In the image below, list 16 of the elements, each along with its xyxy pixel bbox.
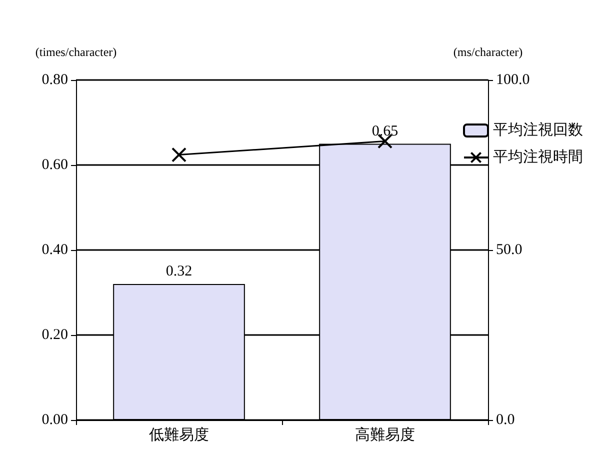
legend-label: 平均注視時間 <box>493 148 583 166</box>
data-label: 0.65 <box>372 123 398 140</box>
y2-tick-label: 100.0 <box>496 72 530 88</box>
y-tick-label: 0.20 <box>42 327 68 343</box>
data-label: 0.32 <box>166 264 192 280</box>
y-tick-label: 0.00 <box>42 412 68 428</box>
y-tick-label: 0.80 <box>42 72 68 88</box>
y-tick-label: 0.40 <box>42 242 68 258</box>
y-axis-title: (times/character) <box>35 45 117 59</box>
y-tick-label: 0.60 <box>42 157 68 173</box>
legend-label: 平均注視回数 <box>493 122 583 138</box>
y2-tick-label: 0.0 <box>496 412 515 428</box>
y2-axis-title: (ms/character) <box>453 45 523 59</box>
x-tick-label: 高難易度 <box>355 426 415 444</box>
x-tick-label: 低難易度 <box>149 426 209 444</box>
y2-tick-label: 50.0 <box>496 242 522 258</box>
